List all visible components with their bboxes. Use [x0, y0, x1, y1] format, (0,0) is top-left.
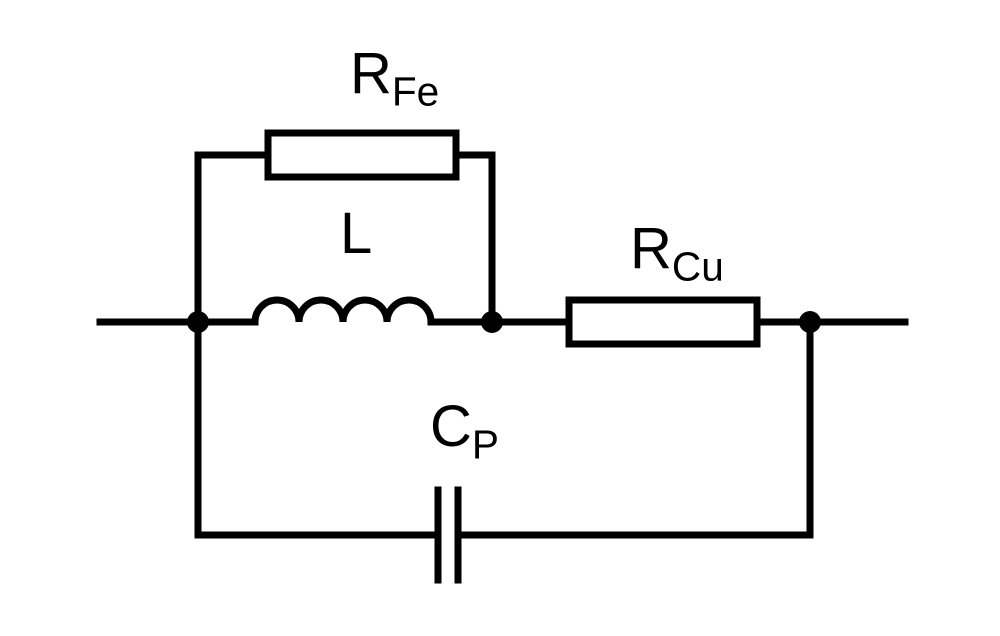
label-r-cu-sub: Cu: [672, 244, 724, 290]
circuit-diagram: [0, 0, 1000, 636]
label-r-fe-sub: Fe: [392, 69, 439, 115]
label-r-fe-main: R: [350, 41, 392, 106]
label-c-p-main: C: [430, 394, 472, 459]
label-r-fe: RFe: [350, 40, 439, 116]
label-r-cu-main: R: [630, 216, 672, 281]
label-l-main: L: [340, 201, 372, 266]
label-r-cu: RCu: [630, 215, 724, 291]
label-c-p: CP: [430, 393, 499, 469]
label-l: L: [340, 200, 372, 267]
label-c-p-sub: P: [472, 422, 499, 468]
